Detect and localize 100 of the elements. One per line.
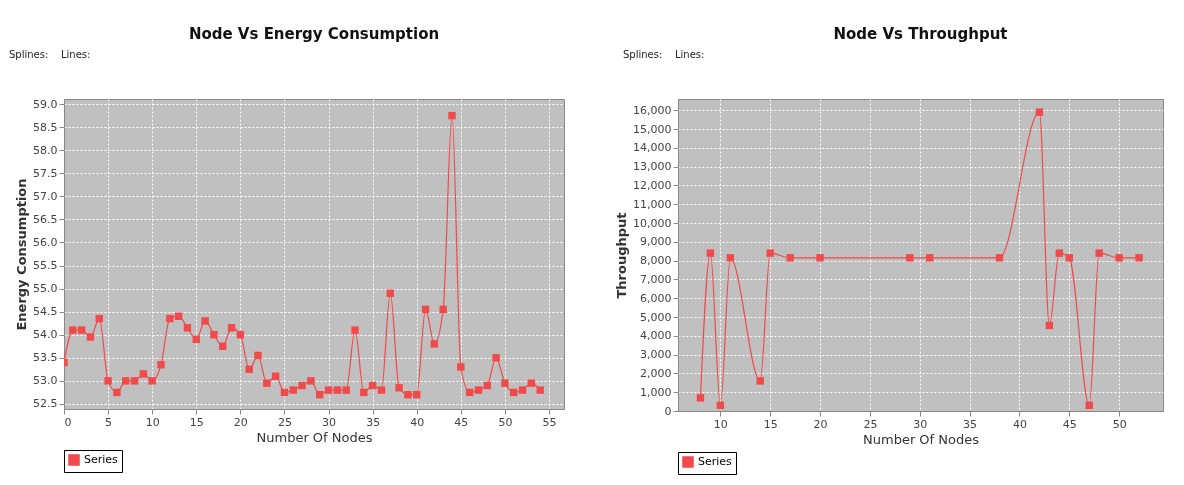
y-tick-label: 11,000 bbox=[633, 197, 672, 211]
y-tick-label: 5,000 bbox=[640, 310, 672, 324]
point bbox=[1065, 254, 1073, 262]
x-tick-label: 10 bbox=[713, 417, 728, 431]
point bbox=[148, 377, 156, 385]
y-tick-label: 6,000 bbox=[640, 291, 672, 305]
point bbox=[324, 386, 333, 394]
point bbox=[474, 386, 483, 394]
point bbox=[298, 381, 306, 390]
point bbox=[157, 361, 165, 369]
point bbox=[139, 370, 148, 378]
x-tick-label: 25 bbox=[863, 417, 878, 431]
point bbox=[696, 394, 705, 402]
point bbox=[786, 254, 794, 262]
point bbox=[448, 111, 456, 120]
y-tick-label: 13,000 bbox=[633, 160, 672, 174]
point bbox=[756, 377, 764, 385]
text: Lines: bbox=[61, 49, 91, 60]
x-tick-label: 10 bbox=[145, 415, 160, 429]
point bbox=[183, 324, 192, 332]
y-tick-label: 52.5 bbox=[33, 397, 58, 411]
y-tick-label: 10,000 bbox=[633, 216, 672, 230]
point bbox=[351, 326, 359, 334]
point bbox=[726, 254, 735, 262]
y-tick-label: 7,000 bbox=[640, 272, 672, 286]
y-axis-title: Energy Consumption bbox=[14, 178, 30, 331]
point bbox=[113, 388, 121, 397]
legend-label: Series bbox=[698, 455, 733, 468]
point bbox=[766, 249, 774, 257]
y-tick-label: 2,000 bbox=[640, 366, 672, 380]
x-tick-label: 45 bbox=[454, 415, 469, 429]
point bbox=[1115, 254, 1123, 262]
point bbox=[122, 377, 130, 385]
point bbox=[210, 331, 218, 339]
point bbox=[527, 379, 536, 387]
chart-title: Node Vs Energy Consumption bbox=[188, 25, 440, 43]
point bbox=[906, 254, 914, 262]
y-tick-label: 12,000 bbox=[633, 178, 672, 192]
y-tick-label: 8,000 bbox=[640, 254, 672, 268]
point bbox=[254, 351, 262, 360]
x-tick-label: 50 bbox=[498, 415, 513, 429]
point bbox=[342, 386, 350, 394]
y-tick-label: 56.5 bbox=[33, 212, 58, 226]
point bbox=[1035, 108, 1044, 116]
text: Lines: bbox=[675, 49, 705, 60]
legend-label: Series bbox=[84, 453, 119, 466]
x-tick-label: 0 bbox=[64, 415, 72, 429]
point bbox=[706, 249, 715, 257]
x-tick-label: 40 bbox=[1012, 417, 1027, 431]
y-tick-label: 55.5 bbox=[33, 259, 58, 273]
x-tick-label: 30 bbox=[322, 415, 337, 429]
x-tick-label: 15 bbox=[763, 417, 778, 431]
point bbox=[1095, 249, 1103, 257]
y-tick-label: 53.5 bbox=[33, 351, 58, 365]
point bbox=[1055, 249, 1064, 257]
point bbox=[307, 377, 315, 385]
y-tick-label: 58.0 bbox=[33, 143, 58, 157]
point bbox=[104, 377, 112, 385]
point bbox=[816, 254, 824, 262]
y-tick-label: 56.0 bbox=[33, 235, 58, 249]
y-tick-label: 55.0 bbox=[33, 282, 58, 296]
x-axis-title: Number Of Nodes bbox=[863, 431, 980, 447]
y-tick-label: 54.5 bbox=[33, 305, 58, 319]
point bbox=[404, 390, 412, 399]
y-tick-label: 57.5 bbox=[33, 166, 58, 180]
y-tick-label: 54.0 bbox=[33, 328, 58, 342]
point bbox=[289, 386, 297, 394]
point bbox=[518, 386, 527, 394]
text: Splines: bbox=[623, 49, 663, 60]
point bbox=[69, 326, 77, 334]
x-tick-label: 15 bbox=[189, 415, 204, 429]
y-tick-label: 4,000 bbox=[640, 329, 672, 343]
point bbox=[377, 386, 386, 394]
point bbox=[1135, 254, 1143, 262]
x-tick-label: 55 bbox=[542, 415, 557, 429]
y-tick-label: 15,000 bbox=[633, 122, 672, 136]
point bbox=[501, 379, 509, 387]
y-tick-label: 53.0 bbox=[33, 374, 58, 388]
y-tick-label: 3,000 bbox=[640, 348, 672, 362]
y-tick-label: 16,000 bbox=[633, 103, 672, 117]
point bbox=[360, 388, 368, 397]
point bbox=[457, 363, 465, 371]
point bbox=[130, 377, 139, 385]
y-tick-label: 0 bbox=[664, 404, 672, 418]
x-tick-label: 50 bbox=[1112, 417, 1127, 431]
x-tick-label: 35 bbox=[366, 415, 381, 429]
point bbox=[430, 340, 439, 348]
point bbox=[926, 254, 934, 262]
y-tick-label: 59.0 bbox=[33, 97, 58, 111]
point bbox=[227, 324, 236, 332]
x-tick-label: 35 bbox=[963, 417, 978, 431]
y-tick-label: 57.0 bbox=[33, 189, 58, 203]
point bbox=[333, 386, 342, 394]
x-tick-label: 25 bbox=[277, 415, 292, 429]
point bbox=[439, 305, 447, 314]
x-tick-label: 30 bbox=[913, 417, 928, 431]
x-tick-label: 5 bbox=[105, 415, 113, 429]
chart-title: Node Vs Throughput bbox=[833, 25, 1008, 43]
y-tick-label: 58.5 bbox=[33, 120, 58, 134]
point bbox=[245, 365, 253, 374]
